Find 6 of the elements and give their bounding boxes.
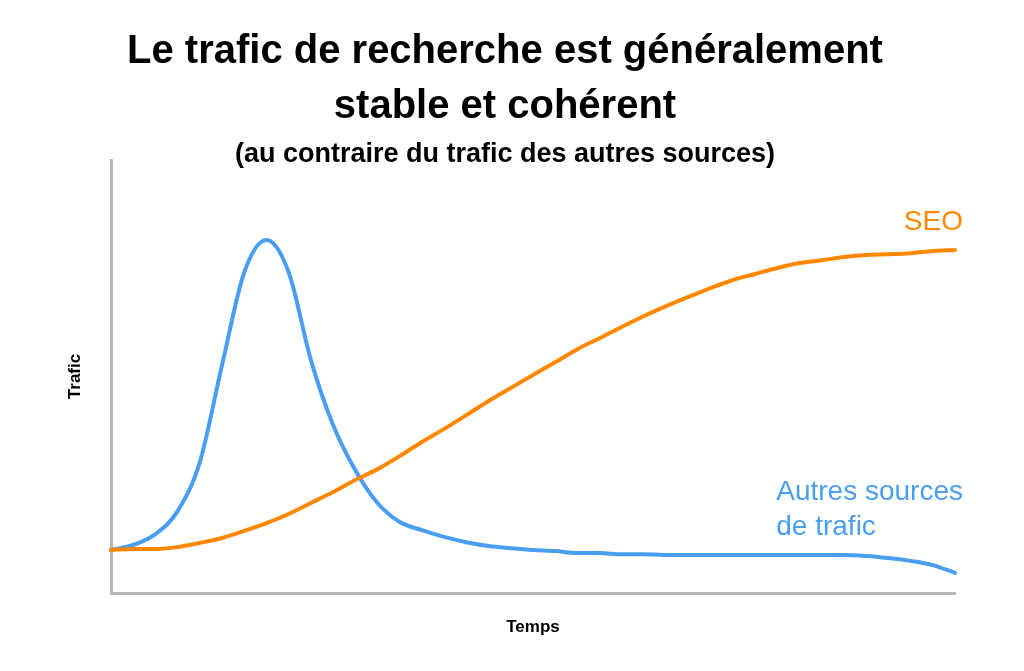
y-axis-title: Trafic: [64, 353, 84, 400]
chart-subtitle: (au contraire du trafic des autres sources): [234, 137, 776, 169]
series-label: Autres sources de trafic: [776, 474, 964, 541]
chart-title: Le trafic de recherche est généralement stable et cohérent: [127, 26, 883, 128]
series-label: SEO: [903, 204, 964, 236]
x-axis-title: Temps: [506, 617, 560, 637]
